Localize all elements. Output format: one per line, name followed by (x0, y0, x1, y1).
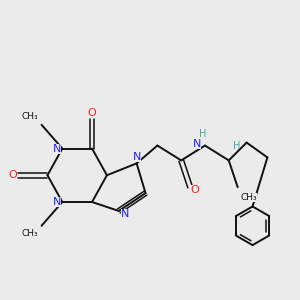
Text: CH₃: CH₃ (21, 230, 38, 238)
Text: N: N (133, 152, 141, 162)
Text: H: H (199, 129, 206, 139)
Text: O: O (88, 108, 96, 118)
Text: O: O (8, 170, 17, 180)
Text: CH₃: CH₃ (241, 193, 257, 202)
Text: N: N (53, 197, 61, 207)
Text: H: H (233, 141, 241, 151)
Text: N: N (121, 209, 129, 219)
Text: O: O (190, 185, 199, 195)
Text: CH₃: CH₃ (21, 112, 38, 121)
Text: N: N (53, 143, 61, 154)
Text: N: N (193, 139, 201, 149)
